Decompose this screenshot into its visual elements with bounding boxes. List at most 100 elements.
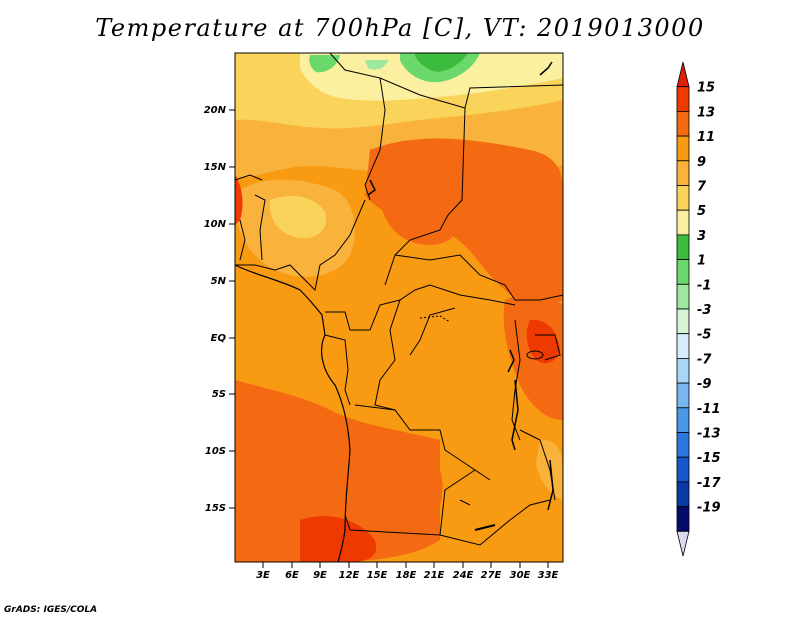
colorbar-swatch: [676, 456, 690, 483]
field-warm-east: [365, 138, 563, 306]
lon-label: 9E: [313, 570, 327, 581]
field-patch-southeast: [450, 464, 554, 543]
field-hot-south: [300, 516, 377, 562]
lake-albert: [507, 349, 515, 373]
longitude-axis: [262, 562, 549, 568]
colorbar-label: -11: [697, 402, 721, 417]
field-patch-west-cool: [269, 196, 327, 239]
colorbar-swatch: [676, 111, 690, 137]
border-congo-river: [409, 307, 456, 356]
colorbar-swatch: [676, 86, 690, 112]
border-nigeria: [235, 199, 366, 292]
lat-label: EQ: [211, 333, 227, 344]
field-cold-spot-b: [415, 53, 468, 72]
latitude-axis: [229, 109, 235, 509]
lon-label: 27E: [481, 570, 502, 581]
colorbar-label: 13: [697, 105, 715, 120]
colorbar-label: 15: [697, 81, 715, 96]
border-car-sudan: [394, 254, 563, 301]
lon-label: 6E: [285, 570, 299, 581]
colorbar-swatch: [676, 333, 690, 359]
border-benin-togo: [239, 219, 246, 261]
lat-label: 15S: [205, 503, 226, 514]
lake-victoria: [526, 350, 544, 360]
colorbar: 15 13 11 9 7 5 3 1 -1 -3 -5 -7 -9 -11 -13 -15 -17 -19: [676, 61, 721, 557]
colorbar-label: 5: [697, 204, 706, 219]
latitude-labels: 20N 15N 10N 5N EQ 5S 10S 15S: [204, 105, 227, 514]
colorbar-label: -7: [697, 352, 712, 367]
colorbar-label: 3: [697, 229, 706, 244]
field-hot-lakes: [526, 319, 560, 364]
border-niger-chad: [329, 53, 386, 201]
nile-delta: [539, 61, 553, 76]
lat-label: 5N: [211, 276, 227, 287]
country-borders: [235, 53, 563, 562]
border-benin-nigeria: [254, 194, 266, 261]
colorbar-label: 7: [697, 180, 707, 195]
colorbar-swatch: [676, 382, 690, 409]
lat-label: 20N: [204, 105, 227, 116]
lon-label: 15E: [367, 570, 388, 581]
colorbar-label: -1: [697, 278, 711, 293]
colorbar-swatch: [676, 259, 690, 285]
colorbar-label: 9: [697, 155, 706, 170]
field-warm-central: [380, 195, 459, 245]
colorbar-swatch: [676, 61, 690, 88]
colorbar-swatch: [676, 308, 690, 335]
lake-chad: [367, 179, 376, 196]
border-zambia-south: [439, 499, 551, 546]
field-cold-spot-c: [309, 55, 340, 73]
lon-label: 33E: [538, 570, 559, 581]
lat-label: 10N: [204, 219, 227, 230]
coastline-west: [235, 264, 351, 562]
lon-label: 12E: [339, 570, 360, 581]
lon-label: 3E: [256, 570, 270, 581]
field-hot-west-edge: [235, 175, 243, 225]
colorbar-swatch: [676, 357, 690, 384]
colorbar-swatch: [676, 185, 690, 211]
border-gabon-congo: [324, 334, 351, 406]
border-angola-north: [354, 404, 396, 411]
river-congo-dashed: [419, 315, 451, 323]
colorbar-label: -15: [697, 451, 721, 466]
colorbar-label: -13: [697, 427, 721, 442]
colorbar-swatch: [676, 160, 690, 186]
lake-tanganyika: [511, 379, 519, 451]
lon-label: 24E: [453, 570, 474, 581]
colorbar-label: -19: [697, 501, 721, 516]
colorbar-swatch: [676, 432, 690, 458]
colorbar-swatch: [676, 135, 690, 162]
temperature-field: [235, 53, 563, 562]
longitude-labels: 3E 6E 9E 12E 15E 18E 21E 24E 27E 30E 33E: [256, 570, 558, 581]
colorbar-swatch: [676, 506, 690, 532]
colorbar-swatch: [676, 481, 690, 507]
border-burkina: [235, 174, 263, 181]
credit-text: GrADS: IGES/COLA: [4, 605, 98, 615]
lon-label: 18E: [396, 570, 417, 581]
lat-label: 15N: [204, 162, 227, 173]
colorbar-label: -5: [697, 328, 711, 343]
colorbar-swatch: [676, 209, 690, 236]
colorbar-swatch: [676, 407, 690, 433]
colorbar-swatch: [676, 530, 690, 557]
colorbar-label: -17: [697, 476, 721, 491]
field-warm-south-central: [338, 427, 443, 556]
lat-label: 10S: [205, 446, 226, 457]
lake-small: [459, 499, 471, 506]
chart-title: Temperature at 700hPa [C], VT: 201901300…: [95, 14, 705, 42]
lake-malawi: [547, 459, 554, 511]
lon-label: 21E: [424, 570, 445, 581]
lon-label: 30E: [510, 570, 531, 581]
colorbar-label: -9: [697, 377, 711, 392]
colorbar-swatch: [676, 283, 690, 310]
lat-label: 5S: [212, 389, 226, 400]
border-uganda: [535, 334, 561, 361]
colorbar-label: -3: [697, 303, 711, 318]
colorbar-swatch: [676, 234, 690, 260]
colorbar-label: 1: [697, 254, 706, 269]
map-frame: [234, 52, 564, 563]
field-cold-spot-d: [365, 60, 388, 70]
colorbar-label: 11: [697, 130, 715, 145]
lake-kariba: [474, 524, 496, 531]
